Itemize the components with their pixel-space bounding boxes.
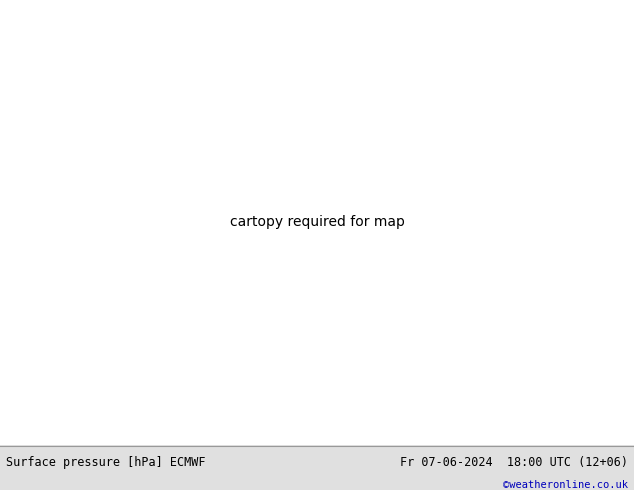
Text: cartopy required for map: cartopy required for map — [230, 216, 404, 229]
Text: ©weatheronline.co.uk: ©weatheronline.co.uk — [503, 480, 628, 490]
Text: Surface pressure [hPa] ECMWF: Surface pressure [hPa] ECMWF — [6, 456, 206, 468]
Text: Fr 07-06-2024  18:00 UTC (12+06): Fr 07-06-2024 18:00 UTC (12+06) — [399, 456, 628, 468]
